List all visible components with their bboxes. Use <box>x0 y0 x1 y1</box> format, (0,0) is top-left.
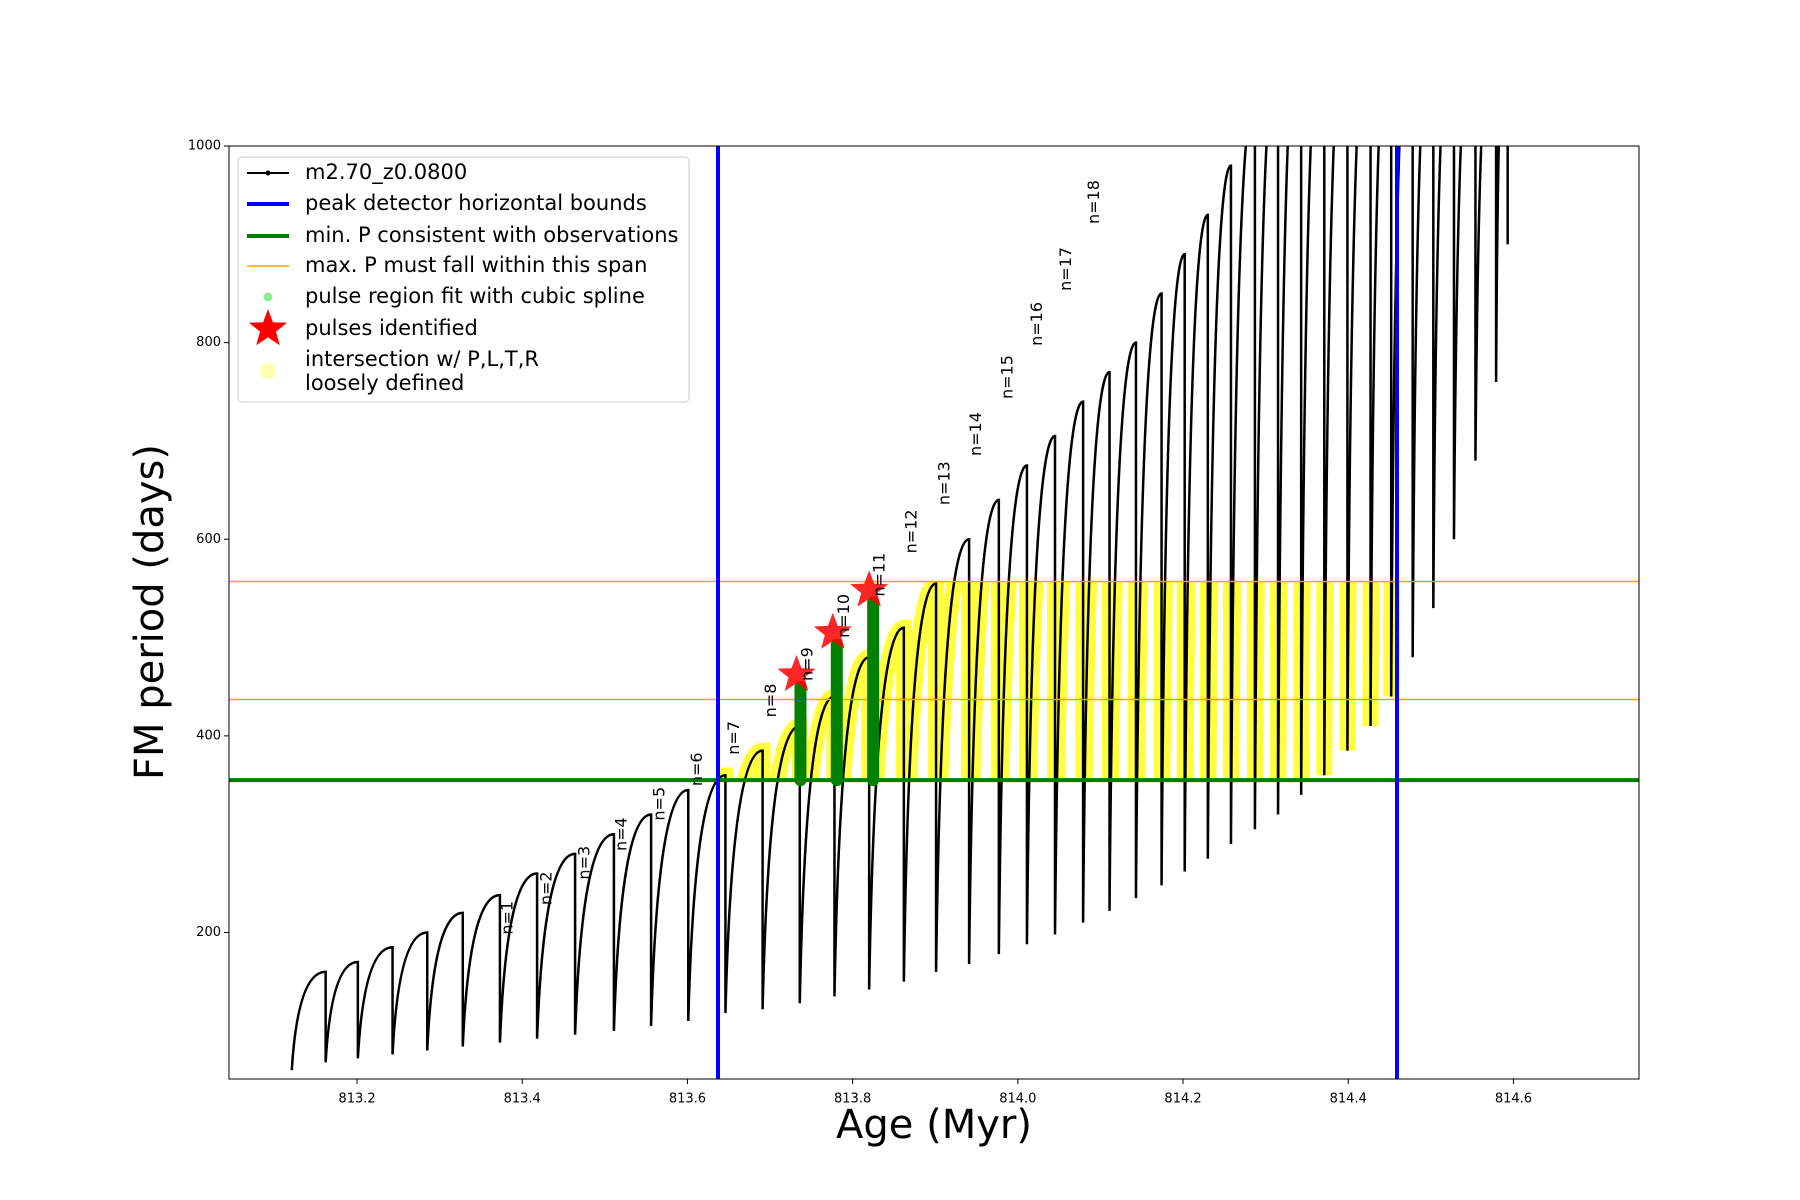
y-axis-label: FM period (days) <box>127 444 173 780</box>
legend-item: m2.70_z0.0800 <box>247 160 467 185</box>
y-tick-label: 800 <box>196 335 221 350</box>
legend-label: m2.70_z0.0800 <box>305 160 467 185</box>
legend-item: max. P must fall within this span <box>247 253 647 277</box>
pulse-label: n=12 <box>902 509 921 553</box>
legend-swatch <box>263 292 273 302</box>
legend-label: pulse region fit with cubic spline <box>305 284 645 308</box>
x-axis-label: Age (Myr) <box>836 1102 1032 1148</box>
series-line <box>290 146 1509 1071</box>
pulse-label: n=16 <box>1027 302 1046 346</box>
legend-swatch <box>260 363 276 379</box>
plot-frame <box>228 145 1640 1080</box>
legend-item: pulses identified <box>249 309 478 346</box>
pulse-star <box>850 570 889 607</box>
pulse-label: n=2 <box>537 871 556 905</box>
legend-label: loosely defined <box>305 371 464 395</box>
pulse-label: n=13 <box>935 461 954 505</box>
legend-frame <box>237 156 690 403</box>
pulse-label: n=8 <box>761 684 780 718</box>
pulse-label: n=4 <box>612 817 631 851</box>
y-tick-label: 1000 <box>188 139 221 154</box>
pulse-label: n=7 <box>724 721 743 755</box>
x-tick-label: 813.2 <box>338 1092 375 1107</box>
legend-label: min. P consistent with observations <box>305 223 678 247</box>
pulse-star <box>777 654 816 692</box>
axes: 813.2 813.4 813.6 813.8 814.0 814.2 814.4 814.6… <box>188 139 1532 1107</box>
pulse-label: n=9 <box>798 647 817 681</box>
x-tick-label: 814.2 <box>1164 1092 1201 1107</box>
pulse-label: n=14 <box>966 412 985 456</box>
legend-swatch <box>249 309 287 346</box>
pulse-label: n=6 <box>687 752 706 786</box>
pulse-star <box>813 612 852 649</box>
y-tick-label: 600 <box>196 532 221 547</box>
pulse-label: n=17 <box>1056 247 1075 291</box>
legend-item: min. P consistent with observations <box>247 223 678 247</box>
legend-swatch-dot <box>265 170 271 176</box>
y-tick-label: 200 <box>196 925 221 940</box>
legend-item: peak detector horizontal bounds <box>247 191 647 215</box>
pulse-label: n=5 <box>650 787 669 821</box>
pulse-label: n=1 <box>498 901 517 935</box>
legend-item: pulse region fit with cubic spline <box>263 284 645 308</box>
legend-label: pulses identified <box>305 316 478 340</box>
x-tick-label: 813.6 <box>669 1092 706 1107</box>
pulse-label: n=3 <box>575 846 594 880</box>
x-tick-label: 814.0 <box>999 1092 1036 1107</box>
x-tick-label: 813.4 <box>504 1092 541 1107</box>
pulse-label: n=18 <box>1084 180 1103 224</box>
plot-area: n=1 n=2 n=3 n=4 n=5 n=6 n=7 n=8 n=9 n=10 n=11 n=12 n… <box>229 146 1639 1079</box>
x-tick-label: 814.6 <box>1495 1092 1532 1107</box>
legend-label: max. P must fall within this span <box>305 253 647 277</box>
x-tick-label: 814.4 <box>1330 1092 1367 1107</box>
pulse-label: n=15 <box>997 355 1016 399</box>
legend-label: peak detector horizontal bounds <box>305 191 647 215</box>
y-tick-label: 400 <box>196 728 221 743</box>
x-tick-label: 813.8 <box>834 1092 871 1107</box>
pulse-label: n=10 <box>834 594 853 638</box>
pulse-label: n=11 <box>869 553 888 597</box>
legend-label: intersection w/ P,L,T,R <box>305 347 539 371</box>
